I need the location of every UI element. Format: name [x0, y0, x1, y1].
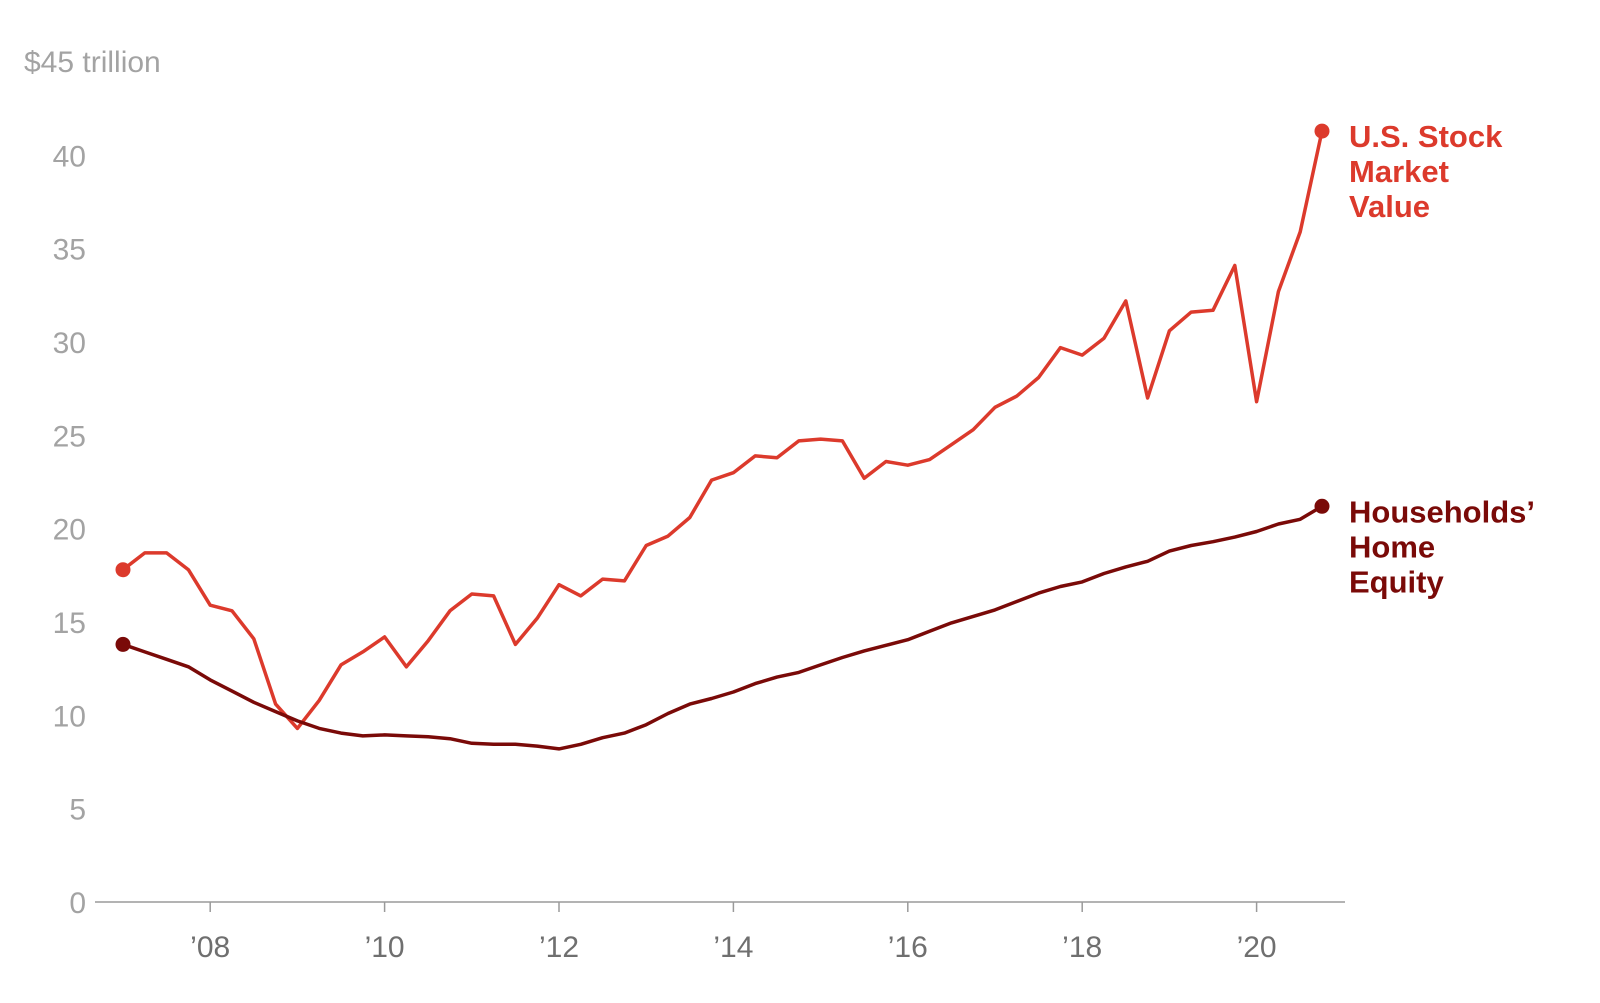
series-label-line: Value [1349, 189, 1430, 224]
y-tick-label: 20 [53, 514, 86, 547]
y-unit-label: $45 trillion [24, 46, 161, 79]
series-layer [115, 123, 1330, 751]
x-axis: ’08 ’10 ’12 ’14 ’16 ’18 ’20 [95, 901, 1345, 964]
series-label-line: Home [1349, 529, 1435, 564]
series-end-point [1314, 123, 1330, 139]
y-tick-label: 30 [53, 327, 86, 360]
x-tick-label: ’16 [888, 931, 928, 964]
series-label-line: Equity [1349, 564, 1444, 599]
x-tick-label: ’20 [1237, 931, 1277, 964]
series-label-line: Households’ [1349, 494, 1535, 529]
y-axis: 0 5 10 15 20 25 30 35 40 $45 trillion [24, 46, 161, 920]
y-tick-label: 5 [69, 794, 86, 827]
series-start-point [115, 636, 131, 652]
y-tick-label: 35 [53, 234, 86, 267]
x-tick-label: ’10 [365, 931, 405, 964]
y-tick-label: 40 [53, 140, 86, 173]
series-line [121, 504, 1324, 751]
x-tick-label: ’14 [713, 931, 753, 964]
x-tick-label: ’12 [539, 931, 579, 964]
y-tick-label: 0 [69, 887, 86, 920]
series-start-point [115, 562, 131, 578]
y-tick-label: 10 [53, 700, 86, 733]
series-end-point [1314, 498, 1330, 514]
series-line [121, 129, 1324, 731]
x-tick-label: ’08 [190, 931, 230, 964]
y-tick-label: 15 [53, 607, 86, 640]
series-label-line: Market [1349, 154, 1449, 189]
y-tick-label: 25 [53, 420, 86, 453]
series-label-line: U.S. Stock [1349, 119, 1503, 154]
x-tick-label: ’18 [1062, 931, 1102, 964]
